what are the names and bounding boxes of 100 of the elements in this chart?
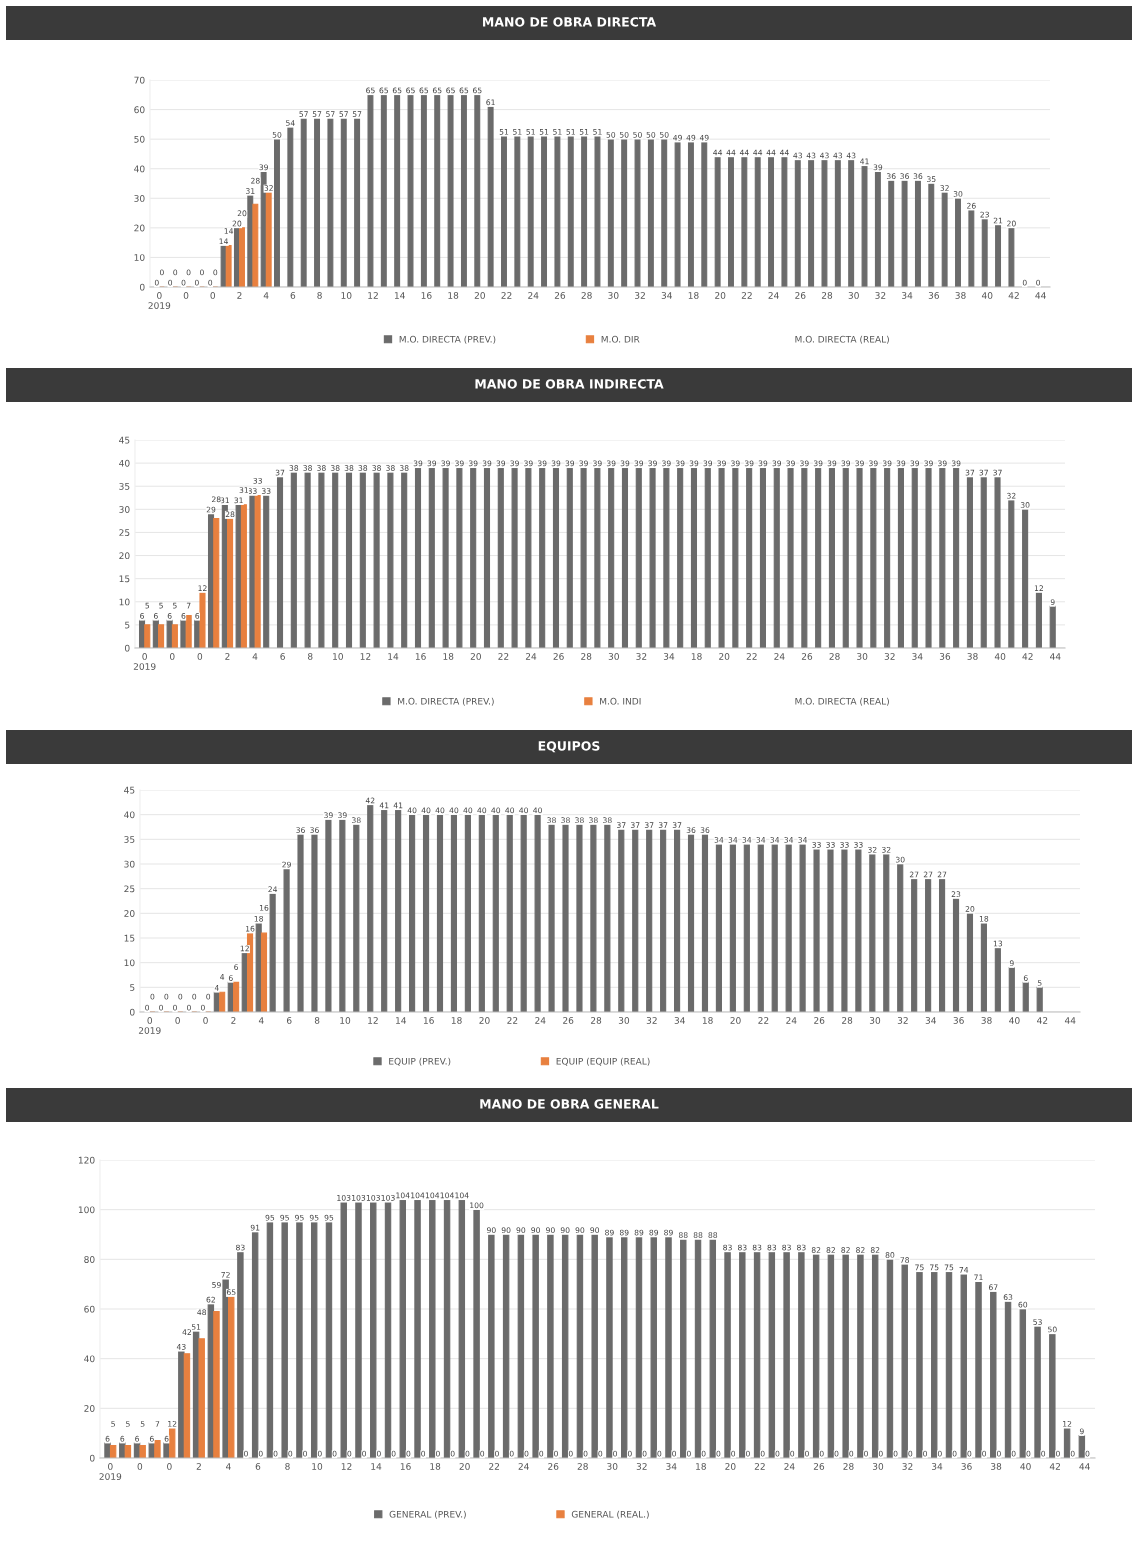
x-tick-label: 0: [167, 1463, 172, 1470]
x-tick-label: 40: [994, 653, 1006, 660]
legend-label: M.O. DIRECTA (PREV.): [398, 697, 494, 706]
legend-label: M.O. DIRECTA (PREV.): [399, 335, 496, 344]
x-tick-label: 12: [360, 653, 371, 660]
y-tick-label: 40: [119, 459, 130, 467]
x-tick-label: 24: [784, 1463, 795, 1470]
legend-label: GENERAL (REAL.): [571, 1510, 649, 1519]
x-tick-label: 32: [646, 1017, 657, 1024]
x-tick-label: 42: [1037, 1017, 1048, 1024]
x-tick-label: 22: [746, 653, 757, 660]
x-tick-label: 22: [741, 292, 752, 299]
x-tick-label: 34: [663, 653, 675, 660]
y-tick-label: 100: [78, 1206, 95, 1214]
x-tick-label: 28: [843, 1463, 854, 1470]
x-tick-label: 40: [1009, 1017, 1020, 1024]
x-tick-label: 24: [768, 292, 779, 299]
y-tick-label: 10: [124, 959, 135, 967]
x-tick-label: 0: [197, 653, 203, 660]
x-tick-label: 28: [842, 1017, 853, 1024]
x-tick-label: 36: [939, 653, 951, 660]
x-tick-label: 36: [953, 1017, 964, 1024]
x-tick-label: 34: [666, 1463, 677, 1470]
x-tick-label: 10: [333, 653, 343, 660]
y-tick-label: 10: [134, 254, 145, 261]
y-tick-label: 30: [134, 195, 145, 202]
x-tick-label: 34: [674, 1017, 685, 1024]
x-tick-label: 26: [801, 653, 813, 660]
x-tick-label: 10: [341, 292, 352, 299]
x-tick-label: 34: [925, 1017, 937, 1024]
x-tick-label: 34: [931, 1463, 943, 1470]
x-tick-label: 36: [928, 292, 939, 299]
x-tick-label: 2: [196, 1463, 201, 1470]
x-tick-label: 16: [415, 653, 426, 660]
x-tick-label: 32: [636, 1463, 647, 1470]
x-tick-label: 20: [479, 1017, 490, 1024]
legend-label: EQUIP (PREV.): [389, 1057, 451, 1066]
x-tick-label: 30: [608, 292, 619, 299]
y-tick-label: 45: [124, 786, 135, 794]
x-tick-label: 20: [719, 653, 730, 660]
x-tick-label: 16: [421, 292, 432, 299]
x-tick-label: 10: [340, 1017, 351, 1024]
x-tick-label: 6: [280, 653, 285, 660]
x-tick-label: 26: [813, 1463, 825, 1470]
x-tick-label: 26: [548, 1463, 559, 1470]
x-tick-label: 22: [758, 1017, 769, 1024]
x-tick-label: 44: [1064, 1017, 1076, 1024]
x-tick-label: 38: [955, 292, 966, 299]
x-tick-label: 14: [371, 1463, 382, 1470]
x-tick-label: 26: [554, 292, 566, 299]
x-tick-label: 32: [902, 1463, 913, 1470]
x-tick-label: 24: [786, 1017, 797, 1024]
x-tick-label: 12: [341, 1463, 352, 1470]
x-tick-label: 42: [1022, 653, 1033, 660]
x-tick-label: 16: [400, 1463, 411, 1470]
y-tick-label: 50: [134, 135, 145, 143]
x-tick-label: 24: [774, 653, 785, 660]
x-tick-label: 30: [872, 1463, 884, 1470]
y-tick-label: 25: [119, 529, 130, 536]
x-tick-label: 0 2019: [99, 1463, 122, 1480]
x-tick-label: 20: [470, 653, 481, 660]
y-tick-label: 20: [124, 910, 135, 917]
y-tick-label: 45: [119, 436, 130, 444]
y-tick-label: 30: [119, 506, 130, 513]
x-tick-label: 18: [696, 1463, 706, 1470]
x-tick-label: 20: [725, 1463, 736, 1470]
y-tick-label: 5: [130, 984, 135, 991]
y-tick-label: 25: [124, 885, 135, 893]
x-tick-label: 6: [290, 292, 296, 299]
y-tick-label: 0: [139, 283, 145, 291]
x-tick-label: 18: [448, 292, 459, 299]
x-tick-label: 28: [829, 653, 840, 660]
y-tick-label: 30: [124, 860, 135, 868]
x-tick-label: 14: [394, 292, 405, 299]
x-tick-label: 6: [255, 1463, 261, 1470]
x-tick-label: 8: [285, 1463, 290, 1470]
x-tick-label: 20: [459, 1463, 470, 1470]
x-tick-label: 42: [1008, 292, 1019, 299]
x-tick-label: 38: [981, 1017, 992, 1024]
x-tick-label: 32: [635, 292, 645, 299]
x-tick-label: 12: [368, 292, 378, 299]
y-tick-label: 40: [84, 1355, 95, 1363]
x-tick-label: 16: [423, 1017, 434, 1024]
x-tick-label: 0: [183, 292, 189, 299]
x-tick-label: 0 2019: [133, 653, 156, 670]
x-tick-label: 38: [991, 1463, 1002, 1470]
legend-label: M.O. INDI: [600, 697, 641, 705]
y-tick-label: 120: [78, 1156, 95, 1164]
x-tick-label: 18: [691, 653, 702, 660]
x-tick-label: 32: [897, 1017, 908, 1024]
y-tick-label: 80: [84, 1256, 95, 1263]
x-tick-label: 30: [869, 1017, 881, 1024]
x-tick-label: 30: [618, 1017, 630, 1024]
x-tick-label: 14: [388, 653, 399, 660]
x-tick-label: 38: [967, 653, 978, 660]
x-tick-label: 34: [661, 292, 672, 299]
x-tick-label: 22: [489, 1463, 499, 1470]
x-tick-label: 30: [607, 1463, 618, 1470]
chart-title: MANO DE OBRA INDIRECTA: [475, 379, 664, 389]
x-tick-label: 26: [553, 653, 564, 660]
